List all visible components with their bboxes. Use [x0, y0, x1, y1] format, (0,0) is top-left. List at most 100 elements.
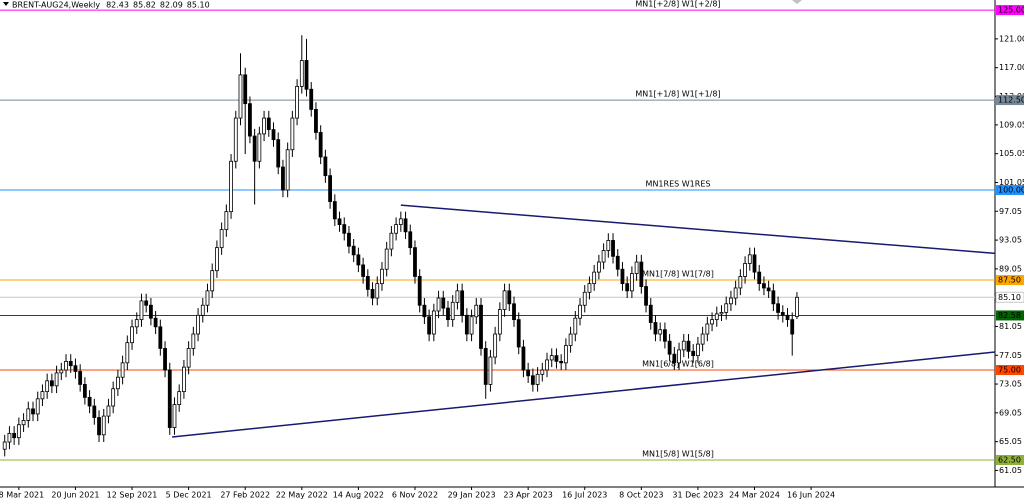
- x-tick-label: 29 Jan 2023: [448, 491, 496, 500]
- candle-body: [582, 291, 587, 306]
- level-price-label: 125.00: [998, 6, 1024, 15]
- candle-body: [521, 346, 526, 371]
- candle-body: [337, 218, 342, 226]
- menu-triangle[interactable]: [3, 2, 9, 6]
- candle-body: [177, 391, 182, 405]
- candle-body: [248, 103, 252, 137]
- level-text: MN1RES W1RES: [646, 180, 711, 189]
- candle-body: [182, 366, 186, 393]
- candle-body: [446, 307, 450, 321]
- level-price-box: [996, 455, 1024, 466]
- candle-body: [488, 356, 493, 385]
- level-text: MN1[6/8] W1[6/8]: [642, 360, 714, 369]
- level-price-box: [996, 275, 1024, 286]
- candle-body: [219, 229, 224, 249]
- candle-body: [724, 303, 729, 313]
- candle-body: [243, 74, 248, 105]
- candle-body: [64, 360, 68, 371]
- candle-body: [31, 408, 35, 415]
- y-tick-label: 97.05: [999, 207, 1022, 216]
- candle-body: [266, 117, 271, 130]
- candle-body: [318, 132, 323, 158]
- candle-body: [380, 268, 384, 285]
- x-tick-label: 24 Mar 2024: [729, 491, 780, 500]
- current-price-label: 85.10: [998, 293, 1021, 302]
- level-price-label: 82.58: [998, 311, 1021, 320]
- candle-body: [120, 362, 125, 378]
- candle-body: [681, 340, 686, 351]
- candle-body: [356, 254, 361, 266]
- candle-body: [144, 300, 149, 306]
- candle-body: [422, 304, 427, 318]
- candle-body: [97, 417, 101, 436]
- candle-body: [785, 314, 790, 321]
- candle-body: [347, 232, 351, 247]
- level-price-label: 62.50: [998, 456, 1021, 465]
- candle-body: [653, 322, 658, 335]
- candle-body: [644, 286, 648, 306]
- candle-body: [757, 271, 762, 285]
- symbol-label: BRENT-AUG24,Weekly: [12, 1, 100, 10]
- candle-body: [186, 348, 191, 368]
- candle-body: [398, 218, 403, 226]
- candle-body: [26, 408, 31, 421]
- candle-body: [469, 316, 474, 335]
- candle-body: [780, 312, 785, 316]
- x-tick-label: 16 Jun 2024: [787, 491, 835, 500]
- candle-body: [540, 369, 545, 375]
- scroll-marker: [792, 0, 802, 4]
- level-price-label: 112.50: [998, 96, 1024, 105]
- level-price-box: [996, 185, 1024, 196]
- candle-body: [611, 240, 615, 257]
- last-bar-value: 82.09: [160, 1, 183, 10]
- candle-body: [714, 313, 719, 321]
- candle-body: [667, 340, 672, 355]
- candle-body: [592, 271, 597, 285]
- candle-body: [163, 348, 167, 371]
- y-tick-label: 73.05: [999, 380, 1022, 389]
- level-text: MN1[5/8] W1[5/8]: [642, 450, 714, 459]
- candle-body: [696, 343, 700, 357]
- candle-body: [21, 420, 26, 426]
- candle-body: [111, 388, 116, 407]
- candle-body: [596, 261, 601, 273]
- candle-body: [7, 432, 12, 443]
- candle-body: [464, 314, 469, 335]
- y-tick-label: 69.05: [999, 408, 1022, 417]
- candle-body: [304, 60, 309, 90]
- candle-body: [771, 290, 776, 305]
- candle-body: [530, 375, 535, 385]
- last-bar-value: 85.10: [187, 1, 210, 10]
- trend-line: [400, 204, 996, 255]
- candle-body: [309, 88, 314, 110]
- candle-body: [516, 319, 521, 348]
- candle-body: [710, 319, 714, 325]
- candle-body: [215, 247, 219, 272]
- candle-body: [134, 319, 139, 328]
- candle-body: [323, 156, 328, 177]
- candle-body: [229, 160, 233, 213]
- candle-body: [479, 304, 483, 349]
- candle-body: [413, 247, 417, 277]
- x-tick-label: 28 Mar 2021: [0, 491, 44, 500]
- candle-body: [200, 304, 205, 316]
- candle-body: [795, 296, 799, 317]
- candle-body: [101, 415, 106, 436]
- level-price-label: 87.50: [998, 276, 1021, 285]
- candle-body: [262, 117, 266, 135]
- candle-body: [747, 254, 752, 264]
- candle-body: [559, 360, 564, 364]
- x-tick-label: 6 Nov 2022: [392, 491, 438, 500]
- x-tick-label: 12 Sep 2021: [107, 491, 158, 500]
- candle-body: [729, 297, 733, 305]
- candle-body: [601, 250, 606, 263]
- candle-body: [549, 355, 554, 361]
- candle-body: [568, 333, 573, 346]
- candle-body: [158, 326, 163, 349]
- candle-body: [743, 263, 747, 277]
- candle-body: [299, 60, 304, 87]
- candle-body: [257, 133, 262, 162]
- candle-body: [620, 268, 625, 285]
- candle-body: [233, 117, 238, 162]
- candle-body: [370, 288, 375, 299]
